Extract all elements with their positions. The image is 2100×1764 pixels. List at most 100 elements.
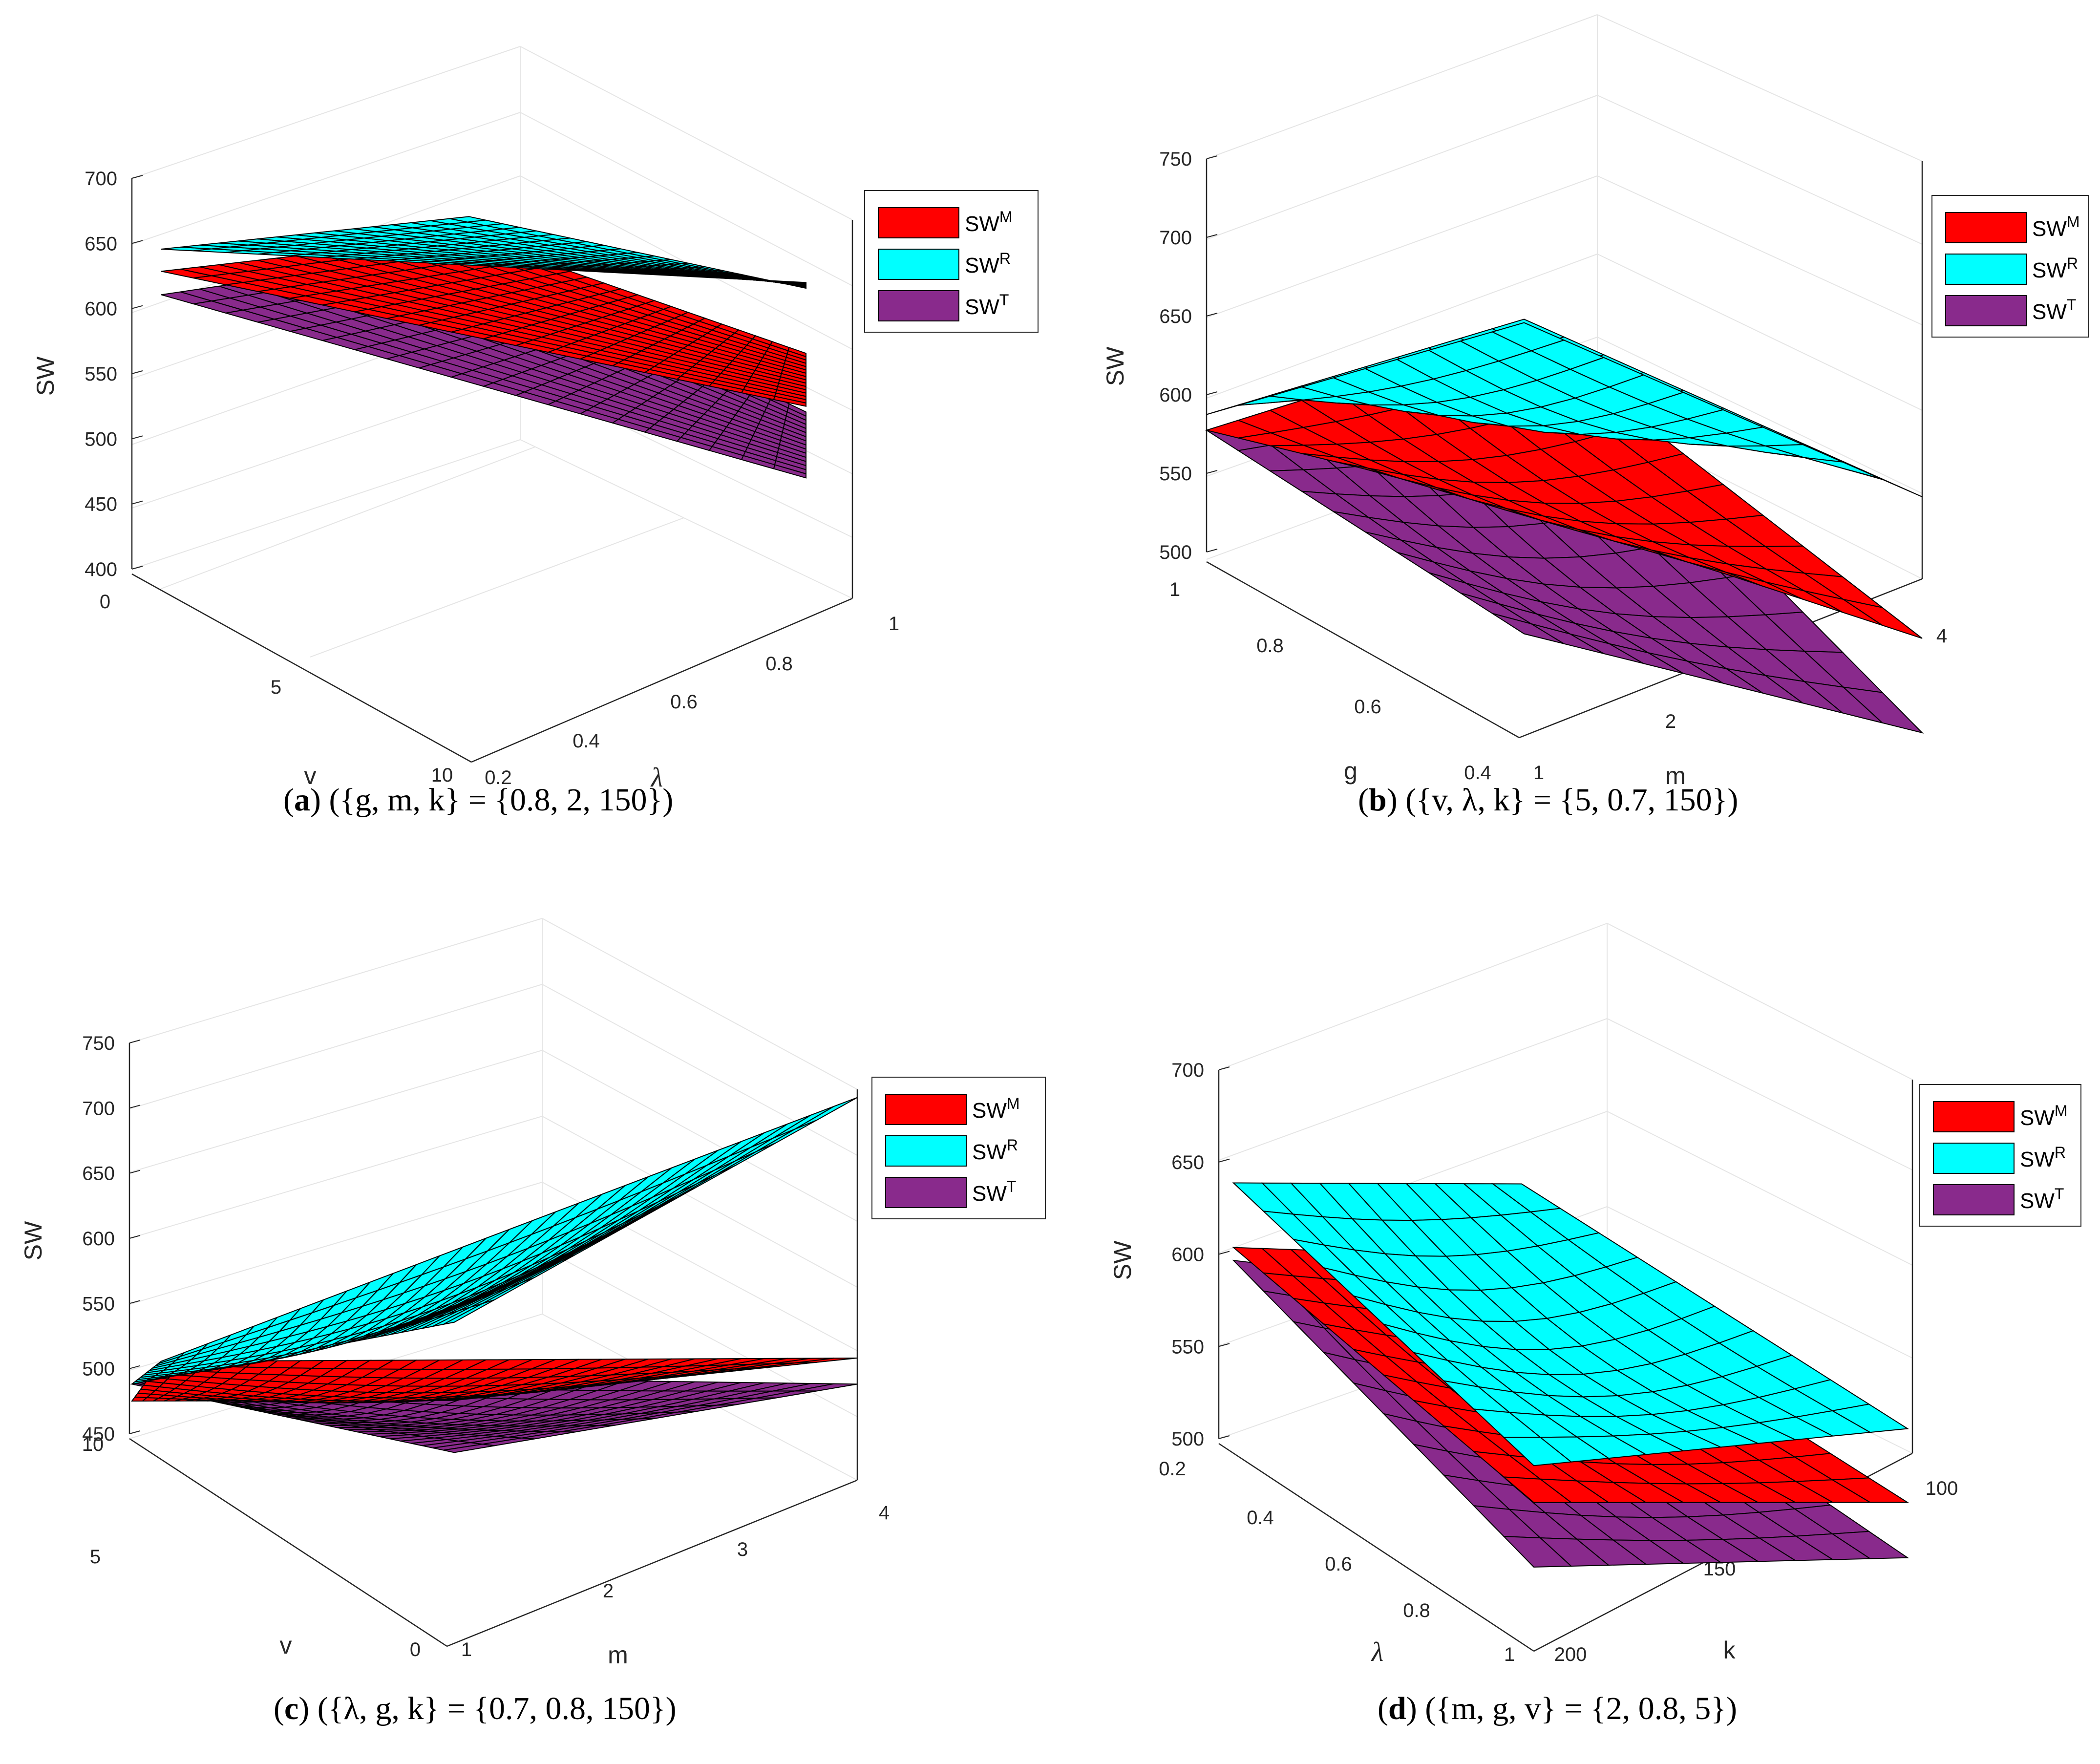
panel-d-ztick-label: 500 bbox=[1171, 1428, 1204, 1450]
panel-b-ztick-label: 750 bbox=[1159, 149, 1192, 170]
panel-c-legend-swatch bbox=[885, 1177, 967, 1208]
panel-b-ztick-mark bbox=[1206, 391, 1218, 395]
panel-b-legend-label: SWR bbox=[2032, 255, 2078, 282]
panel-c-legend-label: SWM bbox=[972, 1095, 1020, 1123]
panel-d-ztick-mark bbox=[1218, 1158, 1230, 1163]
panel-b-xtick-label: 0.6 bbox=[1354, 696, 1381, 718]
panel-a-ztick-mark bbox=[131, 500, 143, 505]
panel-b-ztick-mark bbox=[1206, 155, 1218, 159]
panel-a-ytick-label: 0.6 bbox=[670, 691, 698, 713]
panel-a-ytick-label: 0.8 bbox=[765, 653, 793, 675]
legend-label-sup: T bbox=[2055, 1185, 2064, 1203]
panel-b-surface-cell bbox=[1842, 686, 1924, 734]
panel-a-xlabel: v bbox=[304, 762, 317, 789]
panel-c-xtick-label: 0 bbox=[410, 1639, 421, 1660]
panel-a-legend-swatch bbox=[878, 249, 959, 280]
panel-d-xtick-label: 0.6 bbox=[1325, 1553, 1352, 1575]
panel-b-ztick-mark bbox=[1206, 470, 1218, 474]
panel-a-xtick-label: 10 bbox=[431, 765, 453, 786]
legend-label-sup: R bbox=[2067, 255, 2078, 272]
panel-d-ztick-mark bbox=[1218, 1435, 1230, 1439]
panel-c-ztick-label: 650 bbox=[82, 1163, 115, 1185]
legend-label-base: SW bbox=[2032, 258, 2067, 282]
panel-b-surface-SW-R bbox=[1206, 319, 1923, 497]
panel-d-ztick-label: 550 bbox=[1171, 1336, 1204, 1358]
legend-label-sup: T bbox=[2067, 296, 2077, 314]
panel-d-legend-label: SWT bbox=[2020, 1185, 2064, 1213]
panel-c-surface-SW-R bbox=[131, 1097, 858, 1385]
panel-b-legend-swatch bbox=[1945, 254, 2027, 285]
panel-a-grid-line bbox=[310, 517, 684, 658]
panel-c-grid-line bbox=[129, 1116, 543, 1239]
panel-d-grid-line bbox=[1607, 1206, 1913, 1359]
panel-c-ytick-label: 4 bbox=[879, 1502, 890, 1524]
panel-c-xlabel: v bbox=[280, 1632, 292, 1659]
panel-b-grid-line bbox=[1597, 337, 1923, 494]
panel-a-ztick-label: 650 bbox=[85, 233, 117, 255]
panel-d-ztick-mark bbox=[1218, 1343, 1230, 1347]
panel-d-legend-label: SWM bbox=[2020, 1102, 2068, 1130]
panel-a-grid-line bbox=[520, 46, 853, 220]
panel-a-ztick-label: 700 bbox=[85, 168, 117, 190]
panel-c-ztick-mark bbox=[129, 1235, 141, 1239]
panel-c-grid-line bbox=[129, 984, 543, 1109]
panel-b-ztick-label: 550 bbox=[1159, 463, 1192, 485]
legend-label-base: SW bbox=[2020, 1148, 2055, 1171]
panel-c-ztick-label: 450 bbox=[82, 1424, 115, 1445]
panel-b-grid-line bbox=[1597, 254, 1923, 411]
panel-d-axis-line bbox=[1218, 1443, 1534, 1652]
panel-a-grid-line bbox=[520, 112, 853, 286]
legend-label-base: SW bbox=[972, 1099, 1007, 1123]
panel-b-xlabel: g bbox=[1344, 757, 1358, 785]
panel-d-legend-swatch bbox=[1933, 1184, 2015, 1215]
panel-b-legend-swatch bbox=[1945, 295, 2027, 326]
panel-b-surface-cell bbox=[1843, 598, 1923, 639]
panel-c-ztick-mark bbox=[129, 1300, 141, 1304]
panel-d-surface-cell bbox=[1831, 1530, 1909, 1559]
panel-c-grid-line bbox=[129, 918, 543, 1043]
panel-b-legend-label: SWT bbox=[2032, 296, 2076, 324]
panel-c-ylabel: m bbox=[608, 1641, 628, 1669]
panel-b-axis-line bbox=[1206, 561, 1520, 739]
panel-b-ylabel: m bbox=[1665, 762, 1686, 789]
panel-a-zlabel: SW bbox=[32, 356, 59, 396]
legend-label-sup: M bbox=[2067, 213, 2080, 231]
panel-a-legend-swatch bbox=[878, 207, 959, 238]
panel-a-ztick-label: 450 bbox=[85, 494, 117, 515]
panel-a-ytick-label: 0.2 bbox=[485, 767, 512, 788]
panel-d-legend-label: SWR bbox=[2020, 1144, 2066, 1171]
panel-a: 400 450 500 550 600 650 700 0 5 10 0.2 0.4 0.6 0.8 1 SW… bbox=[32, 46, 1039, 793]
panel-c-xtick-label: 10 bbox=[82, 1434, 104, 1455]
panel-d-xlabel: λ bbox=[1371, 1637, 1383, 1667]
panel-c-ztick-label: 500 bbox=[82, 1359, 115, 1380]
legend-label-base: SW bbox=[2032, 217, 2067, 241]
panel-b-zlabel: SW bbox=[1102, 346, 1129, 386]
panel-d-legend-swatch bbox=[1933, 1143, 2015, 1174]
panel-a-ztick-mark bbox=[131, 370, 143, 374]
panel-a-grid-line bbox=[131, 439, 521, 570]
legend-label-sup: R bbox=[2055, 1144, 2066, 1161]
legend-label-base: SW bbox=[965, 295, 999, 319]
panel-b-ztick-label: 700 bbox=[1159, 227, 1192, 249]
panel-c-ytick-label: 2 bbox=[603, 1580, 614, 1602]
legend-label-base: SW bbox=[972, 1182, 1007, 1206]
legend-label-base: SW bbox=[2032, 300, 2067, 324]
panel-a-ztick-label: 550 bbox=[85, 363, 117, 385]
panel-d-grid-line bbox=[1607, 1111, 1913, 1266]
panel-c-grid-line bbox=[542, 918, 858, 1090]
panel-a-grid-line bbox=[131, 112, 521, 245]
panel-a-ytick-label: 0.4 bbox=[573, 730, 600, 752]
panel-d-xtick-label: 1 bbox=[1504, 1644, 1515, 1665]
panel-a-ztick-mark bbox=[131, 435, 143, 440]
panel-a-ztick-mark bbox=[131, 240, 143, 244]
panel-a-xtick-label: 0 bbox=[100, 591, 110, 613]
panel-c-ztick-mark bbox=[129, 1365, 141, 1369]
panel-a-surface-cell bbox=[788, 284, 806, 289]
panel-b-grid-line bbox=[1206, 95, 1598, 240]
panel-a-grid-line bbox=[131, 376, 521, 509]
panel-a-surface-SW-T bbox=[161, 248, 806, 479]
